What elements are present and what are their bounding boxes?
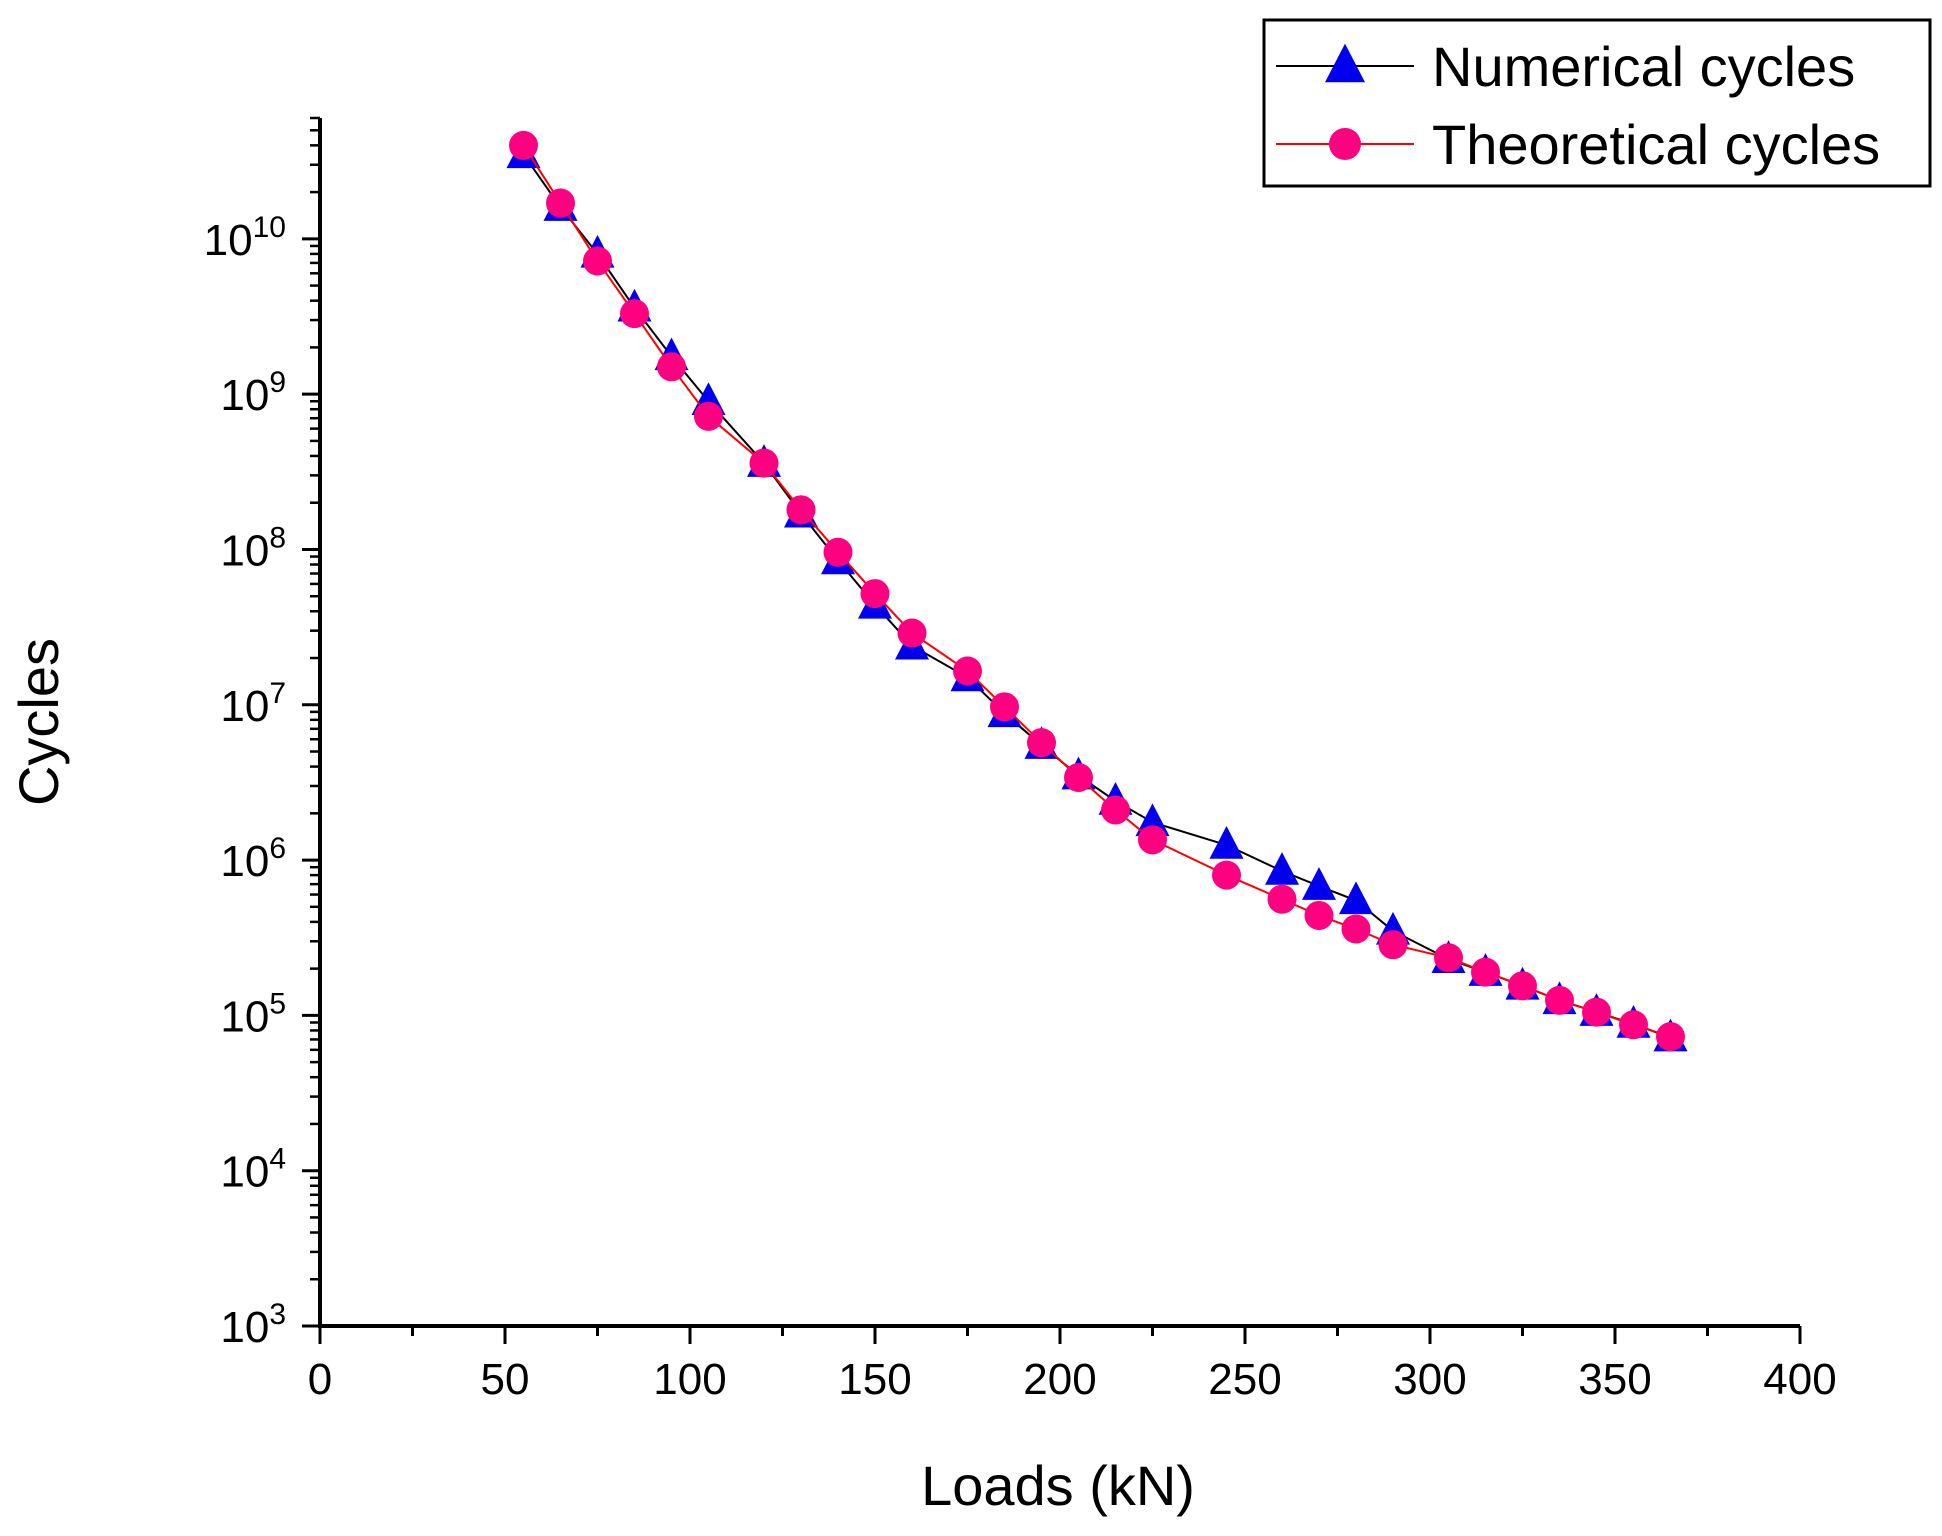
circle-marker <box>1656 1022 1685 1052</box>
circle-marker <box>1138 825 1167 855</box>
x-tick-label: 350 <box>1578 1355 1651 1404</box>
x-tick-label: 50 <box>481 1355 530 1404</box>
plot-series <box>506 130 1688 1052</box>
y-tick-label: 107 <box>220 677 286 731</box>
y-tick-label: 109 <box>220 366 286 420</box>
y-tick-label: 106 <box>220 832 286 886</box>
x-tick-label: 100 <box>653 1355 726 1404</box>
circle-marker <box>1341 914 1371 944</box>
y-tick-label: 104 <box>220 1143 286 1197</box>
circle-marker <box>786 495 816 525</box>
circle-marker <box>990 692 1019 722</box>
circle-marker <box>1267 884 1297 914</box>
series-theoretical <box>509 130 1685 1052</box>
x-tick-label: 150 <box>838 1355 911 1404</box>
legend-circle-marker <box>1329 128 1361 160</box>
circle-marker <box>1304 900 1334 930</box>
triangle-marker <box>1302 867 1336 900</box>
legend-entry: Numerical cycles <box>1276 35 1855 98</box>
x-tick-label: 0 <box>308 1355 332 1404</box>
y-tick-label: 108 <box>220 521 286 575</box>
x-tick-label: 250 <box>1208 1355 1281 1404</box>
series-numerical <box>506 135 1688 1052</box>
circle-marker <box>860 579 890 609</box>
circle-marker <box>1619 1010 1648 1040</box>
y-tick-label: 105 <box>220 987 286 1041</box>
y-tick-label: 103 <box>220 1298 286 1352</box>
y-axis-title: Cycles <box>7 638 70 806</box>
triangle-marker <box>1339 881 1373 915</box>
circle-marker <box>749 448 779 478</box>
circle-marker <box>1434 943 1463 973</box>
legend-box <box>1262 18 1932 188</box>
circle-marker <box>823 537 853 567</box>
circle-marker <box>1508 971 1537 1001</box>
circle-marker <box>583 246 612 276</box>
circle-marker <box>953 656 982 686</box>
circle-marker <box>1378 930 1408 960</box>
legend: Numerical cycles Theoretical cycles <box>1262 18 1932 188</box>
axes: 0 50 100 150 200 250 300 350 400 103 104 105 106 107 1… <box>204 116 1837 1404</box>
legend-label: Numerical cycles <box>1432 35 1855 98</box>
legend-label: Theoretical cycles <box>1432 113 1880 176</box>
y-tick-label: 1010 <box>204 211 286 265</box>
circle-marker <box>509 130 538 160</box>
legend-triangle-marker <box>1325 43 1365 83</box>
triangle-marker <box>1135 803 1170 837</box>
circle-marker <box>546 188 575 218</box>
circle-marker <box>657 352 686 382</box>
x-tick-label: 200 <box>1023 1355 1096 1404</box>
x-tick-label: 400 <box>1763 1355 1836 1404</box>
circle-marker <box>897 618 927 648</box>
circle-marker <box>1064 763 1093 793</box>
triangle-marker <box>1265 852 1299 885</box>
circle-marker <box>694 401 723 431</box>
circle-marker <box>1101 795 1130 825</box>
x-tick-label: 300 <box>1393 1355 1466 1404</box>
circle-marker <box>1212 860 1241 890</box>
circle-marker <box>1027 728 1056 758</box>
series-line <box>522 153 1671 1039</box>
legend-entry: Theoretical cycles <box>1276 113 1880 176</box>
circle-marker <box>1545 985 1574 1015</box>
triangle-marker <box>1209 826 1244 859</box>
circle-marker <box>620 299 649 329</box>
series-line <box>522 144 1671 1038</box>
circle-marker <box>1471 957 1500 987</box>
axis-labels: Loads (kN) Cycles <box>7 638 1195 1517</box>
circle-marker <box>1582 997 1611 1027</box>
x-axis-title: Loads (kN) <box>921 1454 1195 1517</box>
